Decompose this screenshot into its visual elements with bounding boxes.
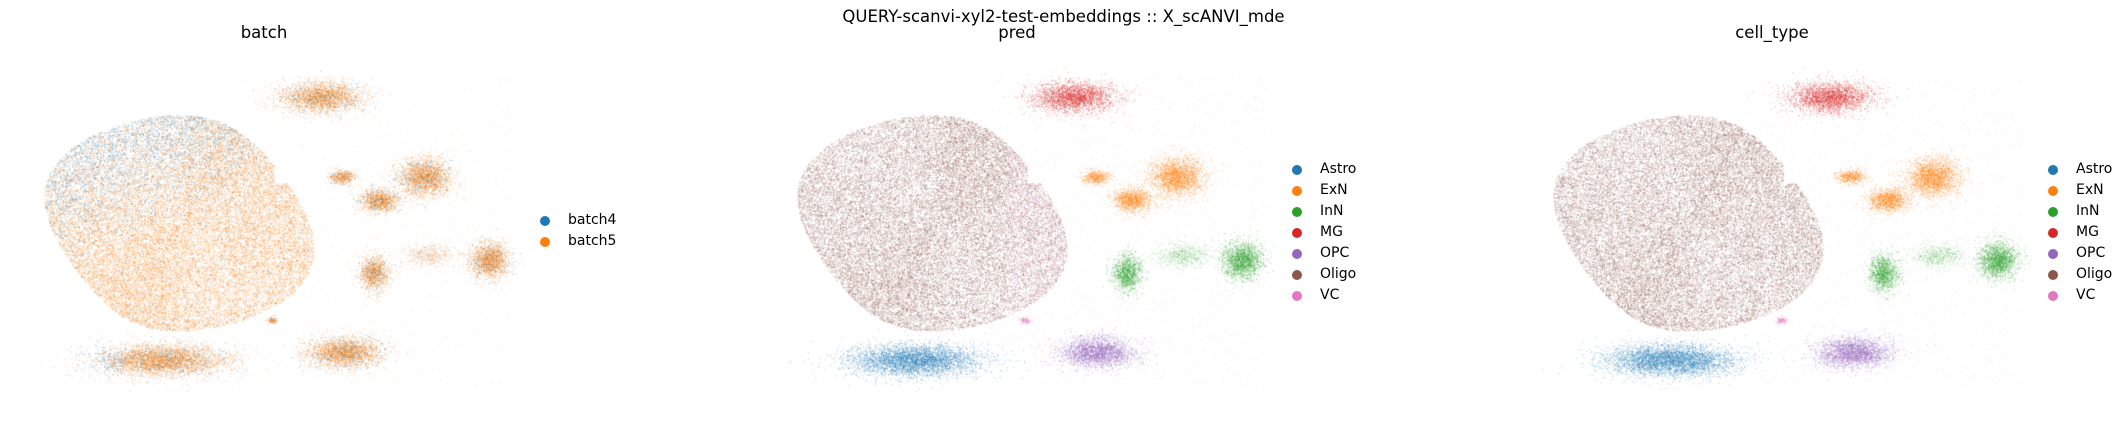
legend-item-vc: VC	[2048, 285, 2112, 306]
legend-label: VC	[1320, 287, 1340, 303]
legend-marker	[1292, 206, 1302, 217]
legend-label: OPC	[2076, 245, 2106, 261]
legend-label: MG	[2076, 224, 2099, 240]
legend-item-inn: InN	[1292, 201, 1356, 222]
legend-label: ExN	[1320, 182, 1348, 198]
legend-label: VC	[2076, 287, 2096, 303]
legend-item-oligo: Oligo	[2048, 264, 2112, 285]
legend-label: MG	[1320, 224, 1343, 240]
legend-item-vc: VC	[1292, 285, 1356, 306]
legend-item-astro: Astro	[1292, 159, 1356, 180]
legend-marker	[540, 215, 550, 226]
legend-batch: batch4 batch5	[540, 210, 616, 252]
legend-item-oligo: Oligo	[1292, 264, 1356, 285]
legend-marker	[2048, 269, 2058, 280]
panel-title-cell-type: cell_type	[1735, 23, 1809, 42]
scatter-plot-cell-type	[1513, 55, 2033, 405]
legend-marker	[1292, 227, 1302, 238]
legend-label: Oligo	[1320, 266, 1357, 282]
legend-marker	[1292, 269, 1302, 280]
legend-item-mg: MG	[1292, 222, 1356, 243]
legend-marker	[1292, 248, 1302, 259]
legend-item-inn: InN	[2048, 201, 2112, 222]
figure-suptitle: QUERY-scanvi-xyl2-test-embeddings :: X_s…	[842, 7, 1285, 26]
legend-item-mg: MG	[2048, 222, 2112, 243]
legend-item-opc: OPC	[2048, 243, 2112, 264]
legend-marker	[2048, 248, 2058, 259]
legend-label: OPC	[1320, 245, 1350, 261]
legend-label: Astro	[1320, 161, 1357, 177]
legend-item-exn: ExN	[1292, 180, 1356, 201]
legend-label: Astro	[2076, 161, 2113, 177]
legend-item-exn: ExN	[2048, 180, 2112, 201]
scatter-plot-pred	[757, 55, 1277, 405]
legend-cell-type: Astro ExN InN MG OPC Oligo VC	[2048, 159, 2112, 306]
legend-marker	[2048, 227, 2058, 238]
legend-marker	[1292, 164, 1302, 175]
legend-label: InN	[2076, 203, 2100, 219]
legend-marker	[2048, 164, 2058, 175]
legend-marker	[2048, 206, 2058, 217]
legend-marker	[540, 236, 550, 247]
legend-marker	[1292, 290, 1302, 301]
scatter-plot-batch	[4, 55, 524, 405]
legend-label: InN	[1320, 203, 1344, 219]
legend-label: batch4	[568, 212, 617, 228]
legend-label: ExN	[2076, 182, 2104, 198]
legend-item-batch5: batch5	[540, 231, 616, 252]
legend-pred: Astro ExN InN MG OPC Oligo VC	[1292, 159, 1356, 306]
panel-title-pred: pred	[998, 23, 1036, 42]
legend-label: Oligo	[2076, 266, 2113, 282]
legend-label: batch5	[568, 233, 617, 249]
legend-item-batch4: batch4	[540, 210, 616, 231]
legend-item-opc: OPC	[1292, 243, 1356, 264]
legend-item-astro: Astro	[2048, 159, 2112, 180]
panel-title-batch: batch	[240, 23, 288, 42]
legend-marker	[2048, 185, 2058, 196]
legend-marker	[2048, 290, 2058, 301]
legend-marker	[1292, 185, 1302, 196]
